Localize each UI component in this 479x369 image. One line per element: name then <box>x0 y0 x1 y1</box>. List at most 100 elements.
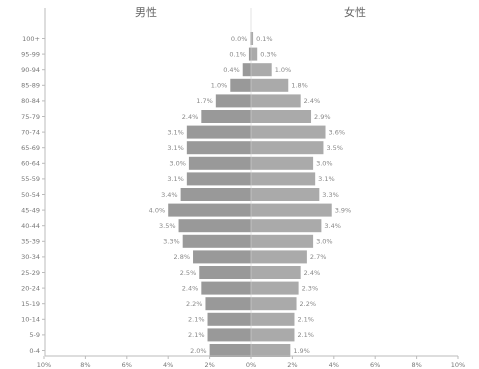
male-value-label: 0.1% <box>229 50 246 58</box>
y-tick-label: 5-9 <box>29 331 40 339</box>
y-tick-label: 60-64 <box>21 160 40 168</box>
female-bar <box>251 234 314 248</box>
female-value-label: 2.3% <box>302 284 319 292</box>
x-tick-label: 2% <box>204 361 214 369</box>
y-tick-label: 85-89 <box>21 82 40 90</box>
male-value-label: 3.0% <box>169 160 186 168</box>
male-bar <box>193 250 251 264</box>
x-tick-label: 10% <box>451 361 465 369</box>
male-value-label: 2.2% <box>186 300 203 308</box>
female-value-label: 3.9% <box>335 206 352 214</box>
y-tick-label: 70-74 <box>21 128 40 136</box>
female-bar <box>251 32 254 45</box>
y-tick-label: 40-44 <box>21 222 40 230</box>
male-value-label: 2.0% <box>190 347 207 355</box>
female-value-label: 1.0% <box>275 66 292 74</box>
data-labels-group: 2.0% 1.9% 2.1% 2.1% 2.1% 2.1% 2.2% 2.2% 2.4% 2.3%… <box>149 35 352 355</box>
female-value-label: 2.4% <box>304 269 321 277</box>
female-bar <box>251 63 272 77</box>
female-bar <box>251 328 295 342</box>
x-tick-label: 8% <box>80 361 90 369</box>
female-value-label: 3.6% <box>329 128 346 136</box>
x-tick-label: 2% <box>287 361 297 369</box>
female-value-label: 2.9% <box>314 113 331 121</box>
male-value-label: 2.1% <box>188 331 205 339</box>
female-bar <box>251 250 307 264</box>
x-axis: 10% 8% 6% 4% 2% 0% 2% 4% 6% 8% 10% <box>37 355 465 369</box>
bars-group <box>168 8 332 357</box>
female-bar <box>251 156 314 170</box>
male-bar <box>201 110 251 123</box>
y-tick-label: 50-54 <box>21 191 40 199</box>
male-bar <box>201 281 251 295</box>
male-bar <box>207 328 251 342</box>
male-value-label: 2.5% <box>180 269 197 277</box>
female-value-label: 3.4% <box>324 222 341 230</box>
male-value-label: 3.1% <box>167 175 184 183</box>
male-value-label: 2.1% <box>188 316 205 324</box>
male-value-label: 0.0% <box>231 35 248 43</box>
y-tick-label: 10-14 <box>21 316 40 324</box>
y-tick-label: 95-99 <box>21 50 40 58</box>
male-value-label: 0.4% <box>223 66 240 74</box>
male-value-label: 3.3% <box>163 238 180 246</box>
x-tick-label: 10% <box>37 361 51 369</box>
male-value-label: 3.1% <box>167 144 184 152</box>
female-series-title: 女性 <box>344 5 366 19</box>
male-bar <box>188 156 251 170</box>
male-bar <box>230 78 251 92</box>
female-bar <box>251 47 258 61</box>
x-tick-label: 4% <box>163 361 173 369</box>
x-tick-label: 4% <box>329 361 339 369</box>
female-value-label: 1.9% <box>293 347 310 355</box>
female-value-label: 3.3% <box>322 191 339 199</box>
male-bar <box>242 63 251 77</box>
female-bar <box>251 172 316 186</box>
female-bar <box>251 312 295 326</box>
male-value-label: 1.7% <box>196 97 213 105</box>
male-bar <box>215 94 251 108</box>
y-tick-label: 65-69 <box>21 144 40 152</box>
y-tick-label: 15-19 <box>21 300 40 308</box>
male-bar <box>199 266 251 279</box>
y-axis: 0-4 5-9 10-14 15-19 20-24 25-29 30-34 35-39 40-4… <box>21 8 46 356</box>
male-bar <box>207 312 251 326</box>
male-bar <box>186 141 251 155</box>
y-tick-label: 0-4 <box>29 347 40 355</box>
x-tick-label: 6% <box>122 361 132 369</box>
female-bar <box>251 141 324 155</box>
male-value-label: 1.0% <box>211 82 228 90</box>
male-bar <box>186 125 251 139</box>
male-bar <box>186 172 251 186</box>
y-tick-label: 30-34 <box>21 253 40 261</box>
male-bar <box>182 234 251 248</box>
female-value-label: 2.1% <box>297 331 314 339</box>
female-value-label: 3.1% <box>318 175 335 183</box>
female-value-label: 3.5% <box>326 144 343 152</box>
male-value-label: 3.1% <box>167 128 184 136</box>
male-series-title: 男性 <box>135 5 157 19</box>
y-tick-label: 20-24 <box>21 284 40 292</box>
y-tick-label: 90-94 <box>21 66 40 74</box>
female-value-label: 2.7% <box>310 253 327 261</box>
y-tick-label: 25-29 <box>21 269 40 277</box>
male-bar <box>180 188 251 201</box>
male-bar <box>178 219 251 233</box>
female-bar <box>251 266 301 279</box>
male-value-label: 3.5% <box>159 222 176 230</box>
female-value-label: 2.1% <box>297 316 314 324</box>
female-bar <box>251 94 301 108</box>
male-value-label: 2.8% <box>174 253 191 261</box>
female-bar <box>251 281 299 295</box>
female-bar <box>251 188 320 201</box>
male-bar <box>205 297 251 311</box>
y-tick-label: 75-79 <box>21 113 40 121</box>
male-value-label: 4.0% <box>149 206 166 214</box>
male-value-label: 2.4% <box>182 284 199 292</box>
female-bar <box>251 219 322 233</box>
male-bar <box>248 47 251 61</box>
female-bar <box>251 297 297 311</box>
male-value-label: 2.4% <box>182 113 199 121</box>
female-value-label: 0.1% <box>256 35 273 43</box>
